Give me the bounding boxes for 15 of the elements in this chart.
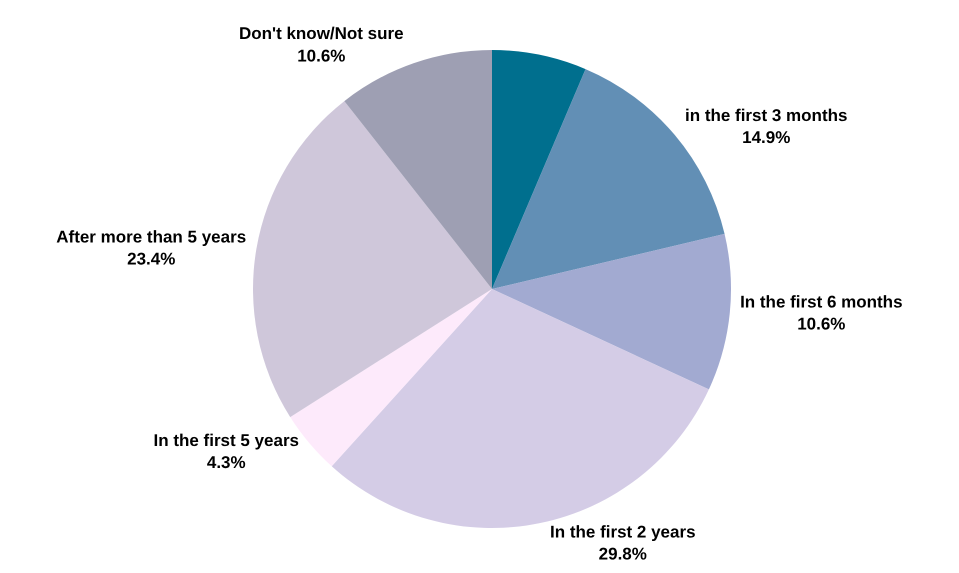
slice-label: In the first 5 years — [154, 431, 300, 450]
pie-slice — [492, 234, 731, 390]
pie-slice — [344, 50, 492, 289]
data-label: 14.9% — [742, 128, 790, 147]
slice-label: In the first 2 years — [550, 522, 696, 542]
slice-label: In the first 6 months — [740, 292, 903, 312]
data-label: 23.4% — [127, 250, 176, 269]
pie-slice — [492, 50, 586, 289]
slice-label: in the first 3 months — [684, 106, 848, 125]
slice-label: Don't know/Not sure — [238, 24, 404, 44]
data-label: 4.3% — [206, 453, 246, 472]
slice-label: After more than 5 years — [56, 228, 246, 247]
data-label: 10.6% — [297, 46, 346, 66]
data-label: 29.8% — [598, 544, 647, 564]
data-label: 10.6% — [797, 314, 846, 334]
